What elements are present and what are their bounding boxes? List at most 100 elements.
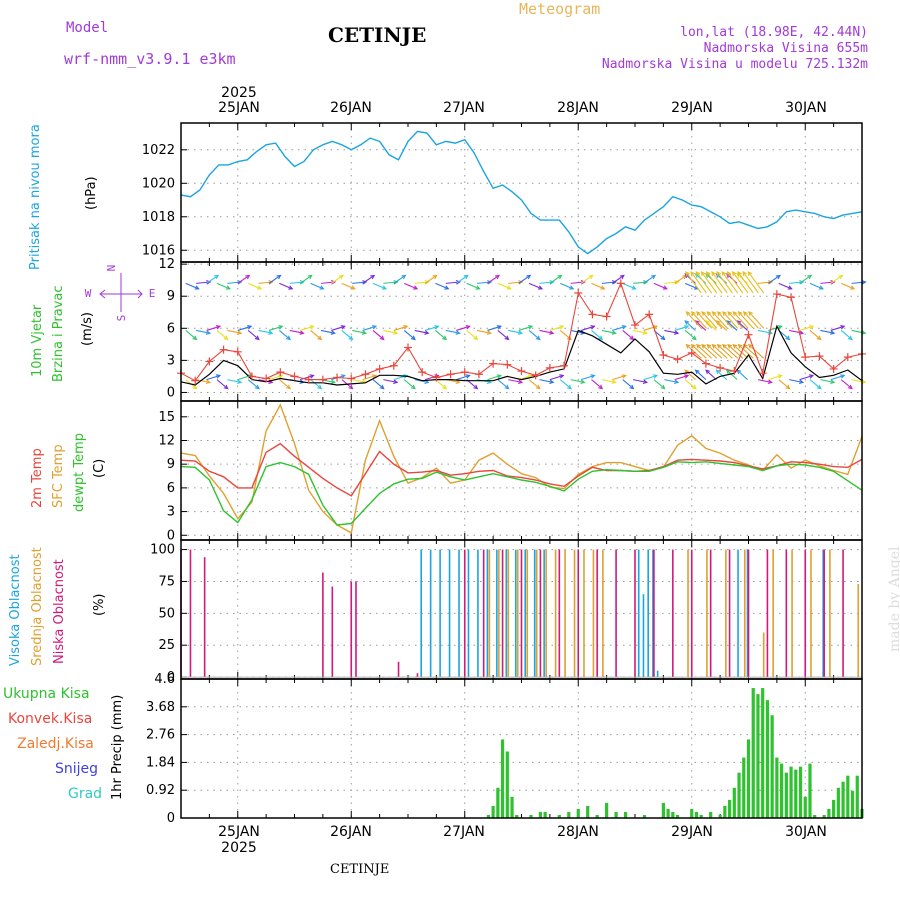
wind-barb xyxy=(830,330,836,335)
wind-barb xyxy=(619,274,625,280)
wind-barb xyxy=(686,311,702,329)
wind-barb xyxy=(286,335,292,341)
wind-barb xyxy=(517,379,524,384)
wind-barb xyxy=(727,311,744,329)
total-rain-bar xyxy=(671,811,675,818)
total-rain-bar xyxy=(642,814,647,818)
total-rain-bar xyxy=(737,772,741,818)
wind-barb xyxy=(424,280,430,285)
wind-barb xyxy=(371,374,378,379)
wind-barb xyxy=(742,310,748,316)
wind-barb xyxy=(309,325,315,330)
wind-barb xyxy=(288,285,294,290)
wind-barb xyxy=(361,330,368,335)
wind-barb xyxy=(352,379,367,383)
wind-gust-marker xyxy=(318,375,327,384)
wind-barb xyxy=(227,379,242,383)
wind-barb xyxy=(413,285,419,290)
wind-barb xyxy=(712,344,728,359)
precip-ytick-label: 2.76 xyxy=(146,728,175,743)
temp-panel-frame xyxy=(180,400,863,541)
wind-barb xyxy=(475,285,481,290)
wind-barb xyxy=(684,379,697,390)
wind-barb xyxy=(706,343,712,349)
wind-barb xyxy=(254,384,260,390)
total-rain-bar xyxy=(709,811,713,818)
wind-barb xyxy=(601,379,616,383)
wind-gust-marker xyxy=(205,357,214,366)
wind-barb xyxy=(621,374,627,379)
wind-barb xyxy=(726,271,732,277)
wind-barb xyxy=(674,325,689,331)
wind-barb xyxy=(716,369,728,381)
wind-barb xyxy=(455,379,461,384)
bottom-date-25jan: 25JAN xyxy=(218,824,260,840)
wind-barb xyxy=(612,325,626,331)
bottom-date-30jan: 30JAN xyxy=(785,824,827,840)
credit-watermark: made by Angel xyxy=(887,546,900,653)
wind-barb xyxy=(611,280,618,285)
wind-gust-marker xyxy=(432,373,441,382)
wind-barb xyxy=(716,310,722,316)
top-year-label: 2025 xyxy=(221,85,257,101)
wind-barb xyxy=(268,330,274,335)
wind-barb xyxy=(694,369,700,375)
wind-barb xyxy=(371,325,378,330)
wind-barb xyxy=(695,320,707,331)
wind-barb xyxy=(537,285,544,290)
wind-ytick-label: 9 xyxy=(167,289,175,304)
pressure-ytick-label: 1020 xyxy=(142,176,175,191)
wind-barb xyxy=(401,274,407,280)
pressure-line xyxy=(180,130,863,255)
wind-barb xyxy=(632,329,647,334)
total-rain-bar xyxy=(855,775,859,818)
wind-barb xyxy=(307,274,313,280)
total-rain-bar xyxy=(614,811,618,818)
wind-barb xyxy=(598,384,604,390)
wind-barb xyxy=(206,275,219,284)
wind-barb xyxy=(424,330,430,335)
wind-barb xyxy=(701,344,718,359)
total-rain-bar xyxy=(723,805,727,818)
wind-barb xyxy=(279,379,291,390)
wind-barb xyxy=(278,374,284,379)
wind-barb xyxy=(696,310,701,316)
wind-barb xyxy=(340,325,346,330)
wind-gust-marker xyxy=(460,368,469,377)
wind-barb xyxy=(674,379,680,384)
wind-gust-marker xyxy=(616,279,625,288)
total-rain-bar xyxy=(661,802,665,818)
wind-barb xyxy=(370,274,376,280)
wind-barb xyxy=(268,280,274,285)
wind-gust-marker xyxy=(389,361,398,370)
wind-barb xyxy=(706,344,723,359)
wind-barb xyxy=(789,379,804,383)
bottom-date-27jan: 27JAN xyxy=(443,824,485,840)
wind-barb xyxy=(847,335,853,341)
wind-barb xyxy=(684,320,696,331)
wind-barb xyxy=(456,325,470,331)
top-date-29jan: 29JAN xyxy=(671,100,713,116)
wind-barb xyxy=(268,325,283,331)
total-rain-bar xyxy=(808,763,812,818)
cloud-ytick-label: 75 xyxy=(158,574,175,589)
wind-barb xyxy=(518,280,524,285)
wind-barb xyxy=(414,329,429,334)
total-rain-bar xyxy=(746,739,751,818)
precip-panel-frame xyxy=(180,678,863,819)
wind-barb xyxy=(748,311,765,329)
wind-barb xyxy=(861,280,867,285)
wind-barb xyxy=(276,274,282,280)
cloud-ytick-label: 100 xyxy=(150,543,175,558)
wind-ytick-label: 0 xyxy=(167,385,175,400)
wind-gust-marker xyxy=(531,371,540,380)
wind-barb xyxy=(601,329,616,334)
wind-barb xyxy=(487,374,501,381)
wind-gust-marker xyxy=(772,290,781,299)
total-rain-bar xyxy=(690,808,694,818)
model-label: Model xyxy=(66,20,109,36)
wind-barb xyxy=(716,343,722,349)
wind-barb xyxy=(737,271,742,277)
wind-gust-marker xyxy=(631,321,639,330)
